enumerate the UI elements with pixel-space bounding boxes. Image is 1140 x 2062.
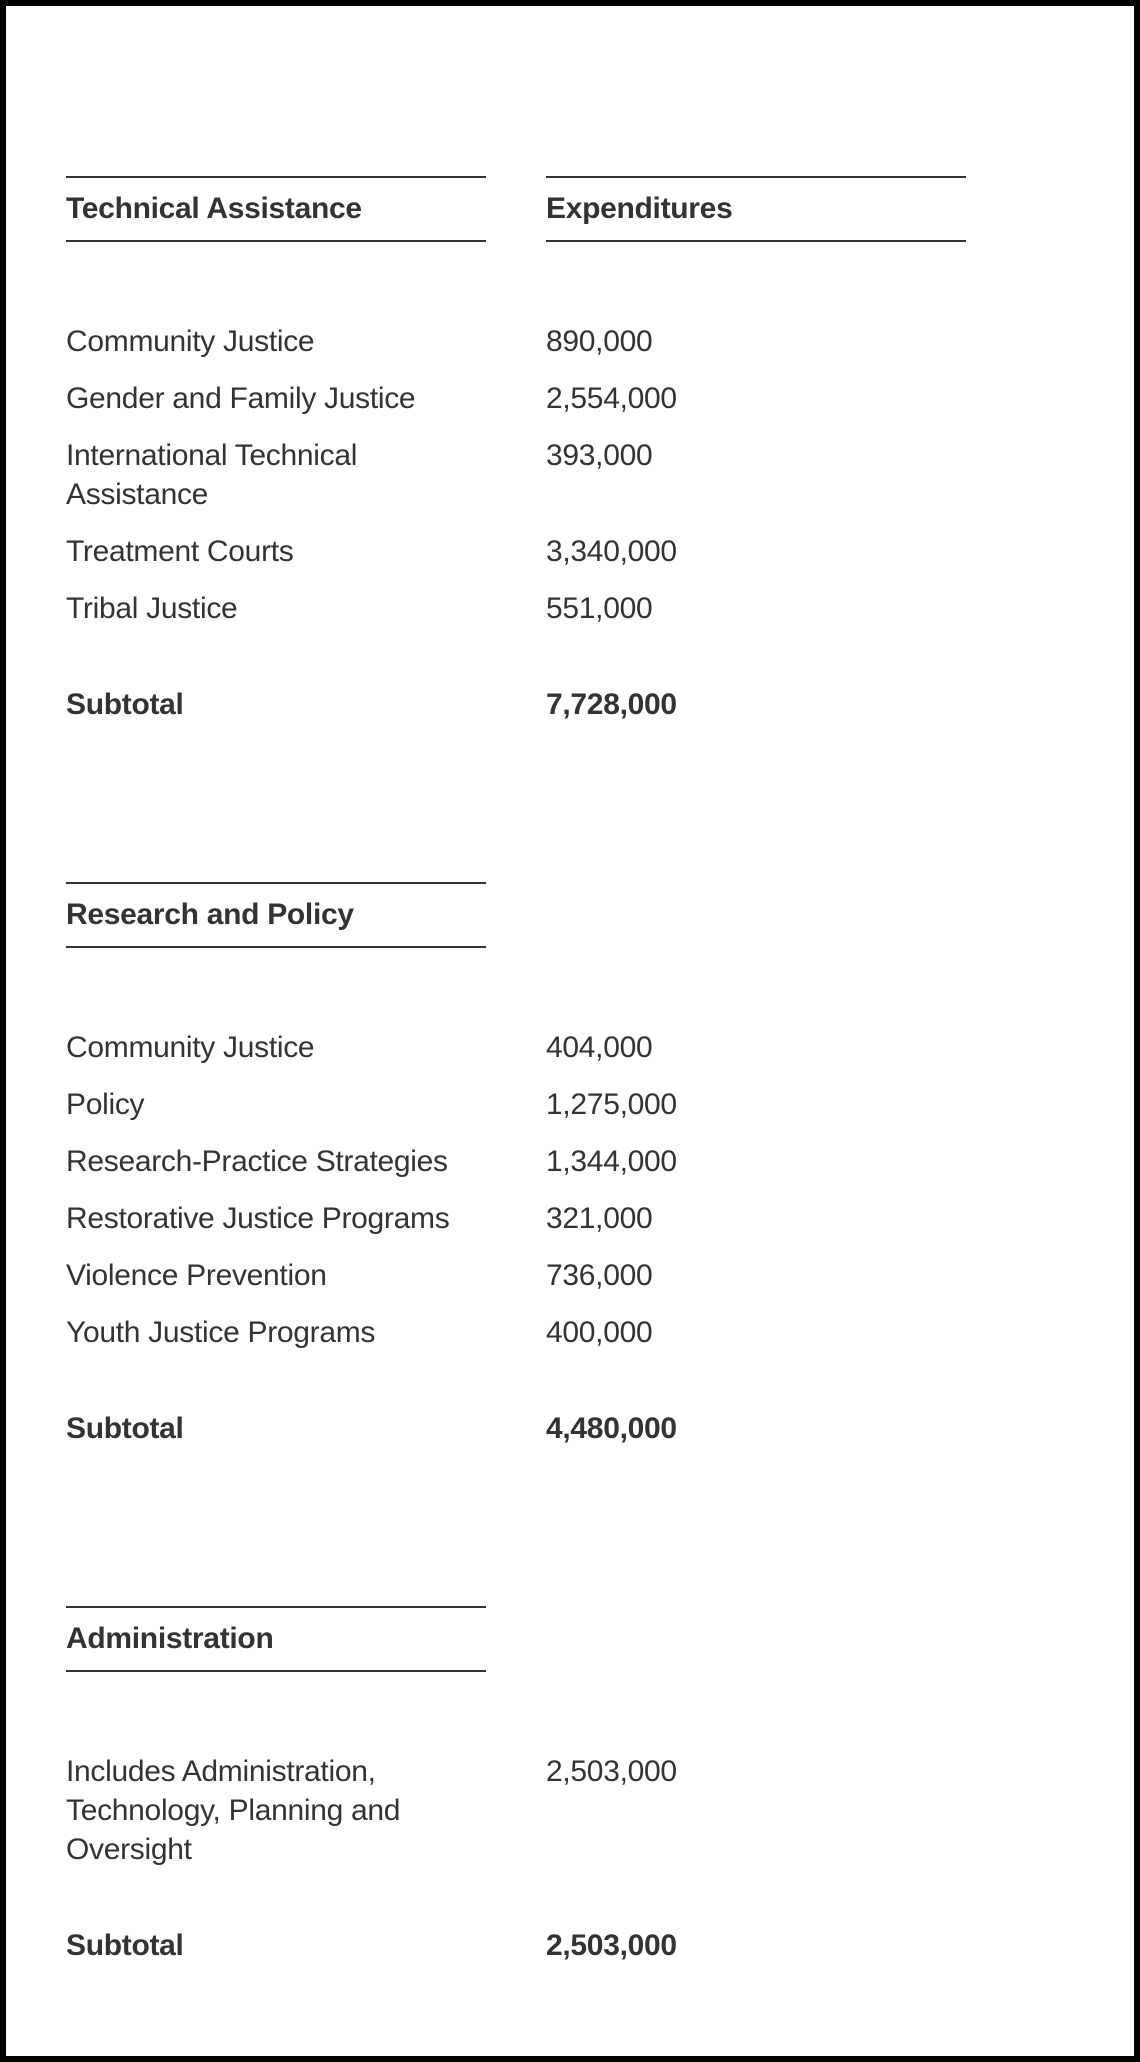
table-row: Policy 1,275,000 bbox=[66, 1085, 1074, 1124]
row-label: Gender and Family Justice bbox=[66, 379, 486, 418]
subtotal-row: Subtotal 4,480,000 bbox=[66, 1412, 1074, 1446]
row-label: Includes Administration, Technology, Pla… bbox=[66, 1752, 486, 1869]
row-label: Restorative Justice Programs bbox=[66, 1199, 486, 1238]
row-value: 890,000 bbox=[546, 322, 966, 361]
subtotal-value: 7,728,000 bbox=[546, 688, 966, 722]
table-row: Restorative Justice Programs 321,000 bbox=[66, 1199, 1074, 1238]
section-title: Technical Assistance bbox=[66, 176, 486, 242]
section-header-row: Administration bbox=[66, 1606, 1074, 1672]
row-label: Tribal Justice bbox=[66, 589, 486, 628]
row-value: 321,000 bbox=[546, 1199, 966, 1238]
table-row: Community Justice 404,000 bbox=[66, 1028, 1074, 1067]
section-title: Administration bbox=[66, 1606, 486, 1672]
row-value: 2,503,000 bbox=[546, 1752, 966, 1791]
row-value: 3,340,000 bbox=[546, 532, 966, 571]
row-label: Treatment Courts bbox=[66, 532, 486, 571]
row-value: 400,000 bbox=[546, 1313, 966, 1352]
section-title-cell: Research and Policy bbox=[66, 882, 486, 948]
row-label: Violence Prevention bbox=[66, 1256, 486, 1295]
row-label: International Technical Assistance bbox=[66, 436, 486, 514]
table-row: Gender and Family Justice 2,554,000 bbox=[66, 379, 1074, 418]
section-technical-assistance: Technical Assistance Expenditures Commun… bbox=[66, 176, 1074, 722]
table-row: Community Justice 890,000 bbox=[66, 322, 1074, 361]
table-row: Treatment Courts 3,340,000 bbox=[66, 532, 1074, 571]
row-value: 1,344,000 bbox=[546, 1142, 966, 1181]
subtotal-label: Subtotal bbox=[66, 1929, 486, 1963]
row-label: Policy bbox=[66, 1085, 486, 1124]
row-value: 551,000 bbox=[546, 589, 966, 628]
subtotal-row: Subtotal 2,503,000 bbox=[66, 1929, 1074, 1963]
financial-report-page: Technical Assistance Expenditures Commun… bbox=[0, 0, 1140, 2062]
subtotal-row: Subtotal 7,728,000 bbox=[66, 688, 1074, 722]
value-header-cell-empty bbox=[546, 882, 966, 948]
table-row: Research-Practice Strategies 1,344,000 bbox=[66, 1142, 1074, 1181]
section-administration: Administration Includes Administration, … bbox=[66, 1606, 1074, 1963]
row-label: Research-Practice Strategies bbox=[66, 1142, 486, 1181]
value-header-cell: Expenditures bbox=[546, 176, 966, 242]
subtotal-value: 2,503,000 bbox=[546, 1929, 966, 1963]
section-header-row: Research and Policy bbox=[66, 882, 1074, 948]
subtotal-label: Subtotal bbox=[66, 1412, 486, 1446]
table-row: International Technical Assistance 393,0… bbox=[66, 436, 1074, 514]
subtotal-value: 4,480,000 bbox=[546, 1412, 966, 1446]
row-value: 404,000 bbox=[546, 1028, 966, 1067]
value-header: Expenditures bbox=[546, 176, 966, 242]
section-title-cell: Administration bbox=[66, 1606, 486, 1672]
section-header-row: Technical Assistance Expenditures bbox=[66, 176, 1074, 242]
row-value: 2,554,000 bbox=[546, 379, 966, 418]
value-header-cell-empty bbox=[546, 1606, 966, 1672]
section-title: Research and Policy bbox=[66, 882, 486, 948]
table-row: Tribal Justice 551,000 bbox=[66, 589, 1074, 628]
section-research-and-policy: Research and Policy Community Justice 40… bbox=[66, 882, 1074, 1446]
row-value: 736,000 bbox=[546, 1256, 966, 1295]
table-row: Includes Administration, Technology, Pla… bbox=[66, 1752, 1074, 1869]
row-label: Community Justice bbox=[66, 1028, 486, 1067]
subtotal-label: Subtotal bbox=[66, 688, 486, 722]
row-label: Community Justice bbox=[66, 322, 486, 361]
section-title-cell: Technical Assistance bbox=[66, 176, 486, 242]
table-row: Violence Prevention 736,000 bbox=[66, 1256, 1074, 1295]
table-row: Youth Justice Programs 400,000 bbox=[66, 1313, 1074, 1352]
row-value: 393,000 bbox=[546, 436, 966, 475]
row-value: 1,275,000 bbox=[546, 1085, 966, 1124]
row-label: Youth Justice Programs bbox=[66, 1313, 486, 1352]
